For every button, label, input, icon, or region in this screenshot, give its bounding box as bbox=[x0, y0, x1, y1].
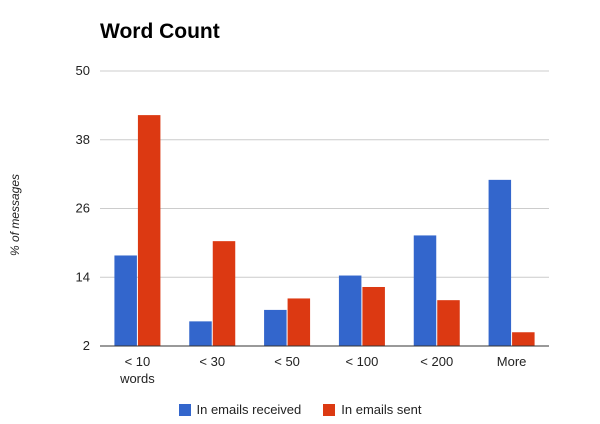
y-tick-label: 2 bbox=[83, 338, 90, 353]
legend-swatch-sent bbox=[323, 403, 336, 416]
bar-received bbox=[488, 179, 512, 346]
x-tick-label: words bbox=[119, 371, 155, 386]
bar-sent bbox=[362, 286, 385, 346]
y-tick-label: 38 bbox=[76, 132, 90, 147]
legend-item-received[interactable]: In emails received bbox=[178, 402, 302, 417]
x-tick-label: < 10 bbox=[125, 354, 151, 369]
legend-item-sent[interactable]: In emails sent bbox=[323, 402, 421, 417]
y-tick-label: 50 bbox=[76, 63, 90, 78]
legend-swatch-received bbox=[178, 403, 191, 416]
x-tick-label: < 30 bbox=[199, 354, 225, 369]
bar-sent bbox=[287, 298, 311, 346]
bar-sent bbox=[512, 332, 535, 346]
bar-sent bbox=[212, 241, 236, 346]
bar-received bbox=[338, 275, 362, 346]
bar-sent bbox=[137, 115, 161, 346]
bar-received bbox=[264, 309, 287, 346]
bar-sent bbox=[437, 300, 460, 346]
x-tick-label: More bbox=[497, 354, 527, 369]
legend-label-sent: In emails sent bbox=[341, 402, 422, 417]
legend: In emails received In emails sent bbox=[0, 402, 600, 417]
bar-received bbox=[114, 255, 137, 346]
chart-title: Word Count bbox=[100, 20, 220, 43]
legend-label-received: In emails received bbox=[196, 402, 302, 417]
x-tick-label: < 200 bbox=[420, 354, 453, 369]
y-tick-label: 14 bbox=[76, 269, 90, 284]
x-tick-label: < 100 bbox=[345, 354, 378, 369]
y-tick-label: 26 bbox=[76, 201, 90, 216]
bar-received bbox=[189, 321, 212, 346]
bar-received bbox=[413, 235, 437, 346]
x-tick-label: < 50 bbox=[274, 354, 300, 369]
